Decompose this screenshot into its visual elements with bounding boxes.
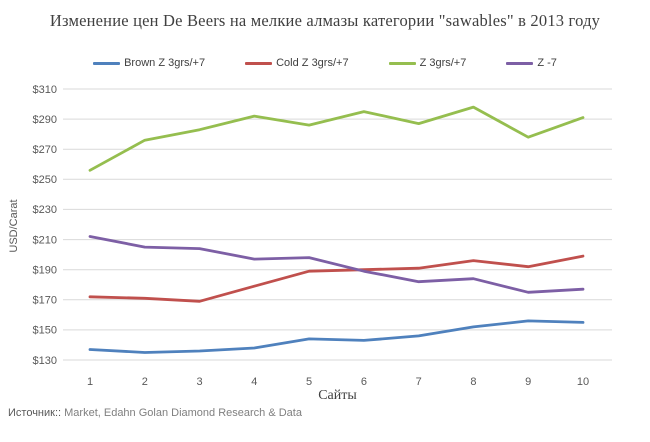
svg-text:10: 10 bbox=[577, 376, 589, 388]
legend-label: Z -7 bbox=[537, 57, 557, 69]
legend-item-z-minus-7: Z -7 bbox=[506, 57, 557, 69]
legend-label: Z 3grs/+7 bbox=[419, 57, 467, 69]
svg-text:1: 1 bbox=[87, 376, 93, 388]
svg-text:6: 6 bbox=[361, 376, 367, 388]
svg-text:$130: $130 bbox=[33, 355, 57, 367]
svg-text:8: 8 bbox=[470, 376, 476, 388]
svg-text:9: 9 bbox=[525, 376, 531, 388]
svg-text:7: 7 bbox=[416, 376, 422, 388]
y-axis-title: USD/Carat bbox=[8, 199, 20, 253]
line-swatch-icon bbox=[245, 61, 273, 65]
svg-text:3: 3 bbox=[197, 376, 203, 388]
x-axis-title: Сайты bbox=[318, 388, 357, 403]
legend-item-z: Z 3grs/+7 bbox=[388, 57, 467, 69]
svg-text:$310: $310 bbox=[33, 84, 57, 96]
line-swatch-icon bbox=[388, 61, 416, 65]
svg-text:5: 5 bbox=[306, 376, 312, 388]
svg-text:$170: $170 bbox=[33, 295, 57, 307]
source-text: Market, Edahn Golan Diamond Research & D… bbox=[61, 407, 302, 419]
legend-item-cold-z: Cold Z 3grs/+7 bbox=[245, 57, 349, 69]
chart-title: Изменение цен De Beers на мелкие алмазы … bbox=[49, 11, 601, 30]
svg-text:$190: $190 bbox=[33, 265, 57, 277]
svg-text:$150: $150 bbox=[33, 325, 57, 337]
svg-text:$230: $230 bbox=[33, 204, 57, 216]
svg-text:$250: $250 bbox=[33, 174, 57, 186]
source-line: Источник:: Market, Edahn Golan Diamond R… bbox=[8, 407, 302, 419]
svg-text:2: 2 bbox=[142, 376, 148, 388]
line-swatch-icon bbox=[506, 61, 534, 65]
legend-item-brown-z: Brown Z 3grs/+7 bbox=[93, 57, 205, 69]
svg-text:$290: $290 bbox=[33, 114, 57, 126]
legend-label: Brown Z 3grs/+7 bbox=[124, 57, 206, 69]
svg-text:$270: $270 bbox=[33, 144, 57, 156]
svg-text:4: 4 bbox=[251, 376, 257, 388]
line-swatch-icon bbox=[93, 61, 121, 65]
svg-text:$210: $210 bbox=[33, 234, 57, 246]
source-label: Источник:: bbox=[8, 407, 62, 419]
legend-label: Cold Z 3grs/+7 bbox=[276, 57, 349, 69]
chart-legend: Brown Z 3grs/+7 Cold Z 3grs/+7 Z 3grs/+7… bbox=[0, 57, 650, 69]
